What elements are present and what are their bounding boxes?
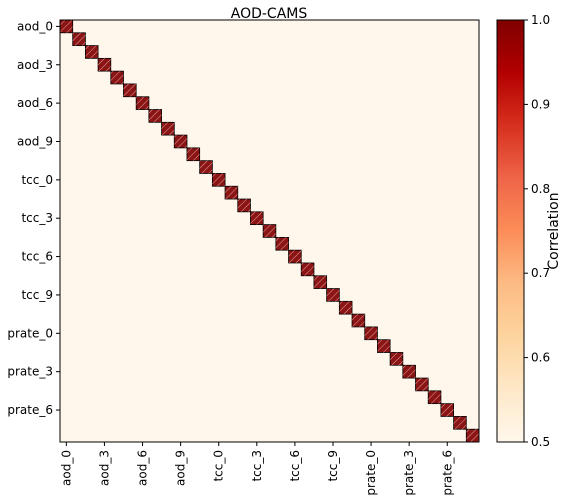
x-tick-label: aod_0: [59, 450, 73, 486]
heatmap-cell-hatch: [313, 275, 327, 289]
heatmap-cell-hatch: [212, 173, 226, 187]
heatmap-cell-hatch: [364, 326, 378, 340]
heatmap-cell-hatch: [326, 288, 340, 302]
heatmap-cell-hatch: [428, 390, 441, 404]
heatmap-cell-hatch: [466, 429, 479, 442]
colorbar-tick-label: 0.6: [531, 351, 550, 365]
y-tick-label: prate_0: [7, 326, 53, 340]
heatmap-cell-hatch: [148, 109, 162, 123]
heatmap-cell-hatch: [225, 186, 238, 200]
heatmap-cell-hatch: [199, 160, 213, 174]
y-tick-label: aod_9: [17, 134, 53, 148]
heatmap-cell-hatch: [161, 122, 175, 136]
heatmap-cell-hatch: [250, 211, 264, 225]
y-axis: aod_0 aod_3 aod_6 aod_9 tcc_0 tcc_3 tcc_6 tcc_9…: [7, 19, 60, 417]
heatmap-cell-hatch: [415, 378, 429, 391]
x-tick-label: aod_9: [174, 450, 188, 486]
y-tick-label: tcc_3: [21, 211, 53, 225]
y-tick-label: aod_3: [17, 58, 53, 72]
colorbar: [496, 19, 525, 443]
heatmap-cell-hatch: [174, 135, 187, 148]
heatmap-frame: [59, 19, 480, 443]
x-tick-label: prate_6: [440, 450, 454, 496]
y-tick-label: prate_6: [7, 403, 53, 417]
x-tick-label: prate_0: [364, 450, 378, 496]
heatmap-cell-hatch: [275, 237, 289, 251]
y-tick-label: prate_3: [7, 365, 53, 379]
x-tick-label: tcc_0: [212, 450, 226, 482]
heatmap-cell-hatch: [263, 224, 276, 238]
heatmap-cells: [59, 19, 480, 443]
x-tick-label: tcc_6: [288, 450, 302, 482]
heatmap-cell-hatch: [390, 352, 403, 366]
heatmap-cell-hatch: [237, 199, 251, 212]
heatmap-cell-hatch: [123, 83, 137, 97]
colorbar-axis: 0.5 0.6 0.7 0.8 0.9 1.0: [524, 13, 550, 449]
heatmap-cell-hatch: [440, 403, 454, 417]
heatmap-cell-hatch: [288, 250, 302, 263]
colorbar-tick-label: 1.0: [531, 13, 550, 27]
heatmap-cell-hatch: [402, 365, 416, 379]
x-tick-label: prate_3: [402, 450, 416, 496]
heatmap-cell-hatch: [352, 314, 365, 327]
y-tick-label: tcc_6: [21, 250, 53, 264]
heatmap-cell-hatch: [377, 339, 391, 353]
chart-title: AOD-CAMS: [231, 6, 308, 22]
heatmap-cell-hatch: [186, 147, 200, 161]
heatmap-cell-hatch: [98, 58, 111, 72]
x-tick-label: tcc_3: [250, 450, 264, 482]
x-axis: aod_0 aod_3 aod_6 aod_9 tcc_0 tcc_3 tcc_6 tcc_9…: [59, 442, 454, 496]
x-tick-label: aod_6: [136, 450, 150, 486]
y-tick-label: aod_0: [17, 19, 53, 33]
x-tick-label: aod_3: [97, 450, 111, 486]
heatmap-cell-hatch: [136, 96, 149, 110]
colorbar-tick-label: 0.5: [531, 435, 550, 449]
heatmap-cell-hatch: [301, 262, 314, 276]
heatmap-cell-hatch: [72, 32, 86, 46]
colorbar-tick-label: 0.8: [531, 182, 550, 196]
colorbar-tick-label: 0.7: [531, 266, 550, 280]
colorbar-label: Correlation: [546, 192, 562, 269]
heatmap-cell-hatch: [110, 71, 124, 84]
heatmap-cell-hatch: [453, 416, 467, 430]
heatmap-cell-hatch: [85, 45, 99, 59]
heatmap-cell-hatch: [339, 301, 353, 315]
x-tick-label: tcc_9: [326, 450, 340, 482]
heatmap-cell-hatch: [60, 20, 73, 33]
colorbar-tick-label: 0.9: [531, 97, 550, 111]
y-tick-label: tcc_9: [21, 288, 53, 302]
y-tick-label: tcc_0: [21, 173, 53, 187]
y-tick-label: aod_6: [17, 96, 53, 110]
